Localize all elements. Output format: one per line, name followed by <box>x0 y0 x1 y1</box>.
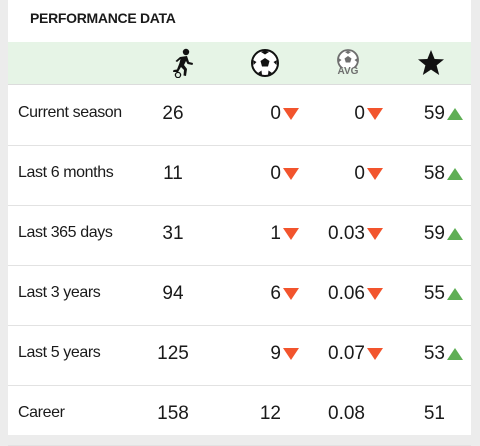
table-row: Career 158 12 0.08 51 <box>8 385 471 446</box>
trend-down-icon <box>367 108 383 120</box>
trend-down-icon <box>283 168 299 180</box>
soccer-ball-icon <box>249 48 281 78</box>
table-header: AVG <box>8 42 471 85</box>
rating-cell-value: 58 <box>423 163 445 184</box>
avg-cell-value: 0 <box>354 163 365 184</box>
trend-up-icon <box>447 168 463 180</box>
trend-down-icon <box>283 108 299 120</box>
avg-cell: 0.06 <box>328 283 383 305</box>
avg-cell-value: 0.07 <box>328 343 365 364</box>
row-label: Last 6 months <box>18 164 114 181</box>
avg-cell: 0 <box>354 163 383 185</box>
avg-cell-value: 0.06 <box>328 283 365 304</box>
soccer-ball-avg-icon: AVG <box>332 48 364 78</box>
goals-cell-value: 12 <box>259 403 281 424</box>
goals-cell: 6 <box>270 283 299 305</box>
goals-cell: 9 <box>270 343 299 365</box>
rating-cell: 51 <box>424 403 463 425</box>
table-row: Last 5 years 125 9 0.07 53 <box>8 325 471 386</box>
goals-cell-value: 0 <box>270 163 281 184</box>
appearances-cell: 158 <box>153 403 193 425</box>
appearances-cell-value: 26 <box>162 103 184 124</box>
appearances-cell-value: 125 <box>157 343 189 364</box>
trend-up-icon <box>447 108 463 120</box>
trend-down-icon <box>283 228 299 240</box>
table-row: Current season 26 0 0 59 <box>8 85 471 146</box>
appearances-cell: 31 <box>153 223 193 245</box>
avg-cell: 0.03 <box>328 223 383 245</box>
goals-cell: 1 <box>270 223 299 245</box>
table-row: Last 3 years 94 6 0.06 55 <box>8 265 471 326</box>
appearances-cell-value: 158 <box>157 403 189 424</box>
appearances-cell-value: 11 <box>163 163 183 184</box>
appearances-cell-value: 31 <box>162 223 184 244</box>
goals-cell-value: 9 <box>270 343 281 364</box>
trend-down-icon <box>367 168 383 180</box>
trend-down-icon <box>367 348 383 360</box>
avg-cell-value: 0.03 <box>328 223 365 244</box>
appearances-cell: 125 <box>153 343 193 365</box>
trend-up-icon <box>447 348 463 360</box>
avg-cell: 0.07 <box>328 343 383 365</box>
row-label: Last 5 years <box>18 344 101 361</box>
goals-cell-value: 6 <box>270 283 281 304</box>
row-label: Career <box>18 404 65 421</box>
table-row: Last 6 months 11 0 0 58 <box>8 145 471 206</box>
appearances-cell: 11 <box>153 163 193 185</box>
avg-cell-value: 0 <box>354 103 365 124</box>
trend-up-icon <box>447 288 463 300</box>
trend-down-icon <box>283 348 299 360</box>
star-icon <box>415 48 447 78</box>
player-running-icon <box>168 48 198 78</box>
rating-cell: 53 <box>424 343 463 365</box>
goals-cell: 0 <box>270 103 299 125</box>
goals-cell-value: 1 <box>270 223 281 244</box>
trend-down-icon <box>367 288 383 300</box>
goals-cell: 0 <box>270 163 299 185</box>
avg-cell: 0.08 <box>328 403 383 425</box>
row-label: Last 365 days <box>18 224 113 241</box>
rating-cell-value: 51 <box>423 403 445 424</box>
avg-cell-value: 0.08 <box>328 403 365 424</box>
appearances-cell-value: 94 <box>162 283 184 304</box>
rating-cell: 55 <box>424 283 463 305</box>
performance-panel: PERFORMANCE DATA <box>8 0 471 446</box>
rating-cell: 58 <box>424 163 463 185</box>
trend-down-icon <box>367 228 383 240</box>
rating-cell-value: 59 <box>423 103 445 124</box>
goals-cell-value: 0 <box>270 103 281 124</box>
row-label: Last 3 years <box>18 284 101 301</box>
trend-down-icon <box>283 288 299 300</box>
appearances-cell: 94 <box>153 283 193 305</box>
rating-cell: 59 <box>424 223 463 245</box>
trend-up-icon <box>447 228 463 240</box>
panel-title: PERFORMANCE DATA <box>30 10 176 26</box>
avg-cell: 0 <box>354 103 383 125</box>
rating-cell: 59 <box>424 103 463 125</box>
rating-cell-value: 53 <box>423 343 445 364</box>
table-row: Last 365 days 31 1 0.03 59 <box>8 205 471 266</box>
rating-cell-value: 55 <box>423 283 445 304</box>
appearances-cell: 26 <box>153 103 193 125</box>
goals-cell: 12 <box>260 403 299 425</box>
row-label: Current season <box>18 104 122 121</box>
avg-label: AVG <box>337 66 359 77</box>
rating-cell-value: 59 <box>423 223 445 244</box>
